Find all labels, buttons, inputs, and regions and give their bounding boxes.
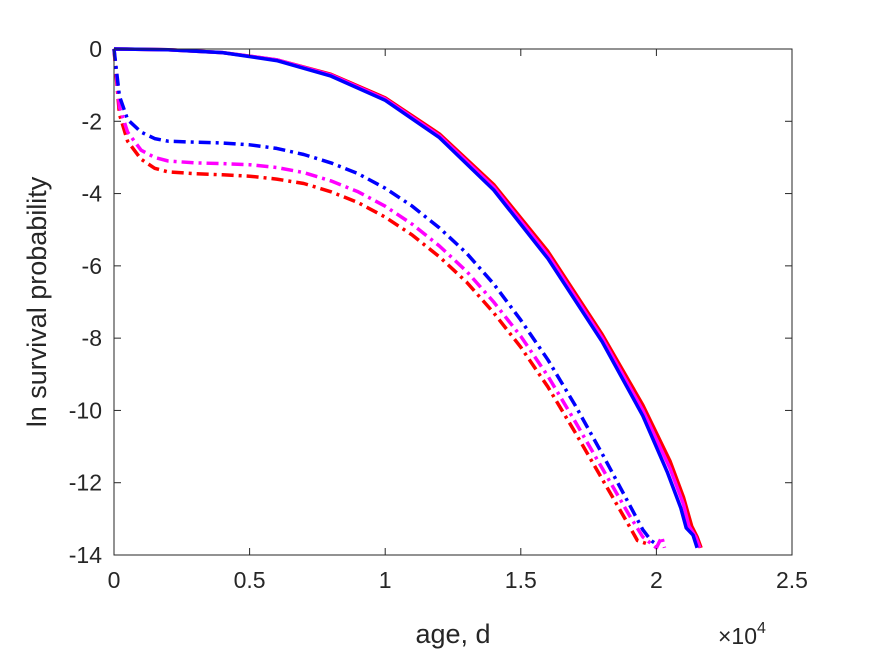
series-line-6 [112,48,658,546]
x-tick-label: 1.5 [505,567,537,593]
y-axis-label: ln survival probability [22,176,52,427]
plot-area [114,49,792,555]
series-layer [112,47,703,550]
x-tick-label: 2 [650,567,663,593]
y-tick-label: -14 [69,542,102,568]
y-tick-label: -8 [82,325,102,351]
y-tick-label: -2 [82,108,102,134]
x-axis-label: age, d [415,619,490,649]
x-axis-exponent-base: ×10 [718,623,757,649]
series-line-4 [112,48,649,546]
x-axis-exponent: ×104 [718,620,766,649]
x-tick-label: 0.5 [234,567,266,593]
series-line-3 [113,47,699,549]
y-tick-label: -12 [69,470,102,496]
axes-box [113,48,793,556]
x-tick-label: 1 [379,567,392,593]
y-tick-label: -4 [82,181,103,207]
tick-labels-layer: 0 0.5 1 1.5 2 2.5 0 -2 -4 -6 -8 -10 -12 -14 [69,36,808,593]
x-axis-exponent-power: 4 [757,620,766,637]
y-tick-label: -6 [82,253,102,279]
x-tick-label: 0 [108,567,121,593]
series-line-5 [112,48,667,550]
ticks-layer [113,48,793,556]
x-tick-label: 2.5 [776,567,808,593]
y-tick-label: -10 [69,397,102,423]
y-tick-label: 0 [89,36,102,62]
